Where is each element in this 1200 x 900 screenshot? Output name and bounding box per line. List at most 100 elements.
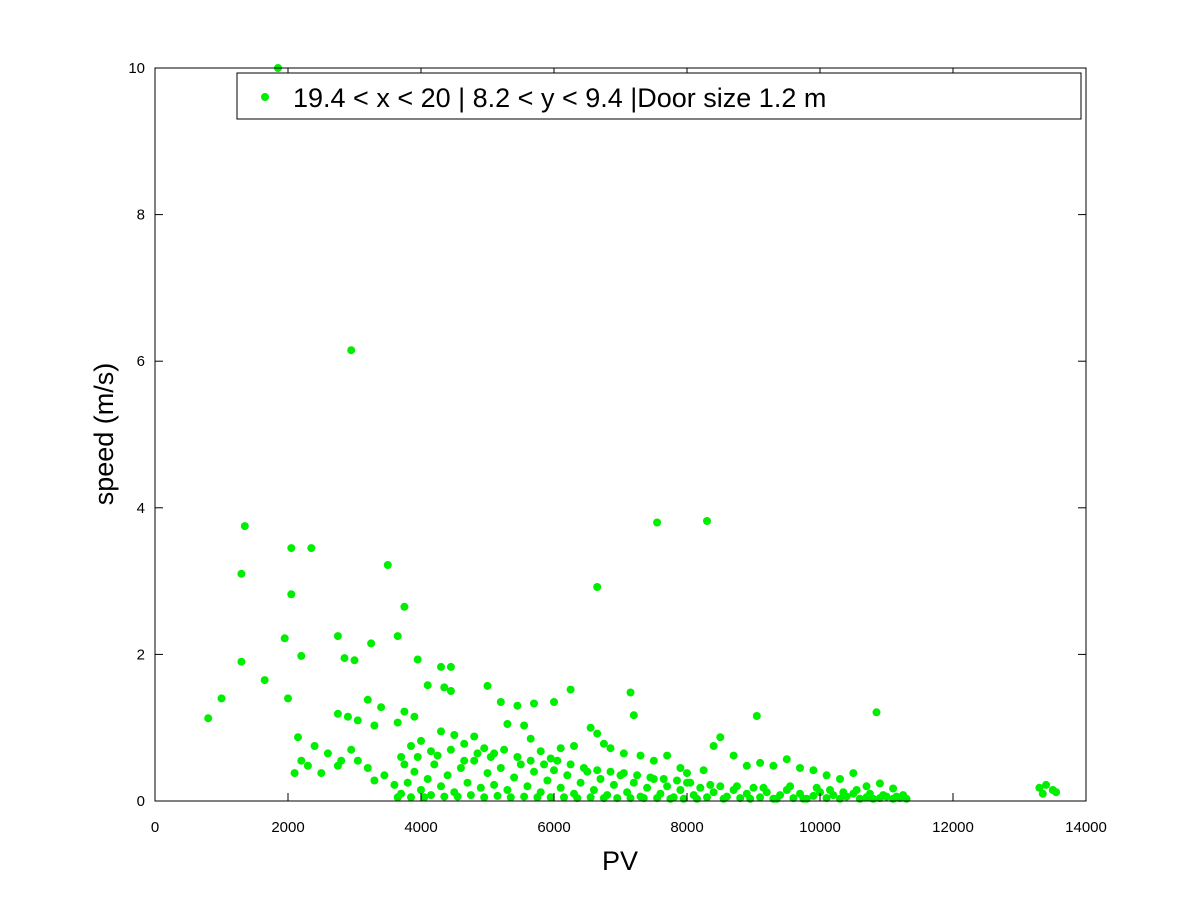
data-point bbox=[260, 676, 269, 685]
data-point bbox=[822, 771, 831, 780]
y-axis-title: speed (m/s) bbox=[89, 363, 119, 506]
data-point bbox=[287, 544, 296, 553]
x-tick-label: 10000 bbox=[799, 819, 841, 836]
data-point bbox=[786, 782, 795, 791]
data-point bbox=[446, 687, 455, 695]
data-point bbox=[546, 754, 555, 763]
data-point bbox=[456, 764, 465, 772]
data-point bbox=[663, 782, 672, 791]
data-point bbox=[383, 561, 392, 569]
data-point bbox=[706, 780, 715, 789]
data-point bbox=[513, 753, 522, 761]
data-point bbox=[470, 732, 479, 741]
data-point bbox=[393, 793, 402, 802]
data-point bbox=[696, 783, 705, 792]
data-point bbox=[593, 729, 602, 738]
legend-box bbox=[236, 72, 1082, 120]
data-point bbox=[865, 789, 874, 798]
data-point bbox=[237, 657, 246, 666]
data-point bbox=[752, 712, 761, 720]
data-point bbox=[756, 758, 765, 767]
data-point bbox=[643, 783, 652, 792]
y-tick-label: 8 bbox=[137, 207, 145, 224]
data-point bbox=[1042, 780, 1051, 789]
data-point bbox=[782, 755, 791, 764]
data-point bbox=[586, 793, 595, 802]
data-point bbox=[609, 780, 618, 789]
x-tick-label: 0 bbox=[151, 819, 159, 836]
data-point bbox=[473, 749, 482, 758]
data-point bbox=[683, 769, 691, 778]
data-point bbox=[769, 761, 778, 770]
data-point bbox=[872, 708, 881, 717]
data-point bbox=[287, 590, 296, 599]
data-point bbox=[483, 769, 492, 778]
data-point bbox=[649, 756, 658, 765]
data-point bbox=[466, 791, 475, 800]
data-point bbox=[446, 745, 455, 754]
data-point bbox=[393, 632, 402, 641]
data-point bbox=[427, 791, 435, 800]
data-point bbox=[443, 771, 452, 780]
data-point bbox=[759, 783, 768, 792]
x-tick-label: 14000 bbox=[1065, 819, 1107, 836]
data-point bbox=[493, 791, 502, 800]
data-point bbox=[510, 773, 519, 782]
data-point bbox=[433, 751, 442, 760]
data-point bbox=[363, 764, 372, 772]
data-point bbox=[709, 742, 718, 750]
data-point bbox=[353, 716, 362, 725]
data-point bbox=[410, 767, 419, 776]
data-point bbox=[1035, 783, 1044, 792]
data-point bbox=[403, 778, 412, 787]
data-point bbox=[377, 703, 386, 712]
data-point bbox=[340, 654, 349, 663]
data-point bbox=[809, 791, 818, 800]
data-point bbox=[347, 745, 356, 754]
data-point bbox=[629, 711, 638, 720]
data-point bbox=[333, 761, 342, 770]
data-point bbox=[796, 764, 804, 772]
data-point bbox=[732, 782, 741, 791]
data-point bbox=[736, 794, 745, 803]
x-tick-label: 8000 bbox=[670, 819, 703, 836]
data-point bbox=[703, 517, 711, 525]
data-point bbox=[280, 634, 289, 643]
data-point bbox=[546, 793, 555, 802]
data-point bbox=[566, 760, 575, 769]
data-point bbox=[423, 681, 432, 690]
data-point bbox=[333, 709, 342, 718]
data-point bbox=[240, 522, 249, 531]
data-point bbox=[573, 794, 582, 803]
data-point bbox=[862, 782, 871, 791]
data-point bbox=[370, 721, 379, 730]
data-point bbox=[460, 739, 469, 748]
y-tick-label: 4 bbox=[137, 500, 145, 517]
data-point bbox=[576, 778, 585, 787]
data-point bbox=[599, 739, 608, 748]
data-point bbox=[560, 793, 568, 802]
data-point bbox=[540, 760, 548, 769]
y-tick-label: 2 bbox=[137, 646, 145, 663]
data-point bbox=[553, 756, 562, 765]
data-point bbox=[460, 756, 469, 765]
data-point bbox=[822, 794, 831, 803]
data-point bbox=[875, 779, 884, 788]
data-point bbox=[619, 749, 628, 758]
data-point bbox=[440, 683, 449, 692]
data-point bbox=[826, 786, 834, 794]
data-point bbox=[729, 751, 738, 760]
data-point bbox=[420, 793, 429, 802]
data-point bbox=[393, 718, 402, 727]
data-point bbox=[570, 742, 578, 750]
data-point bbox=[496, 764, 505, 772]
data-point bbox=[333, 632, 342, 641]
x-tick-label: 6000 bbox=[537, 819, 570, 836]
data-point bbox=[520, 721, 529, 730]
data-point bbox=[879, 791, 888, 800]
data-point bbox=[666, 794, 675, 803]
data-point bbox=[446, 662, 455, 671]
data-point bbox=[490, 780, 499, 789]
data-point bbox=[513, 701, 522, 710]
